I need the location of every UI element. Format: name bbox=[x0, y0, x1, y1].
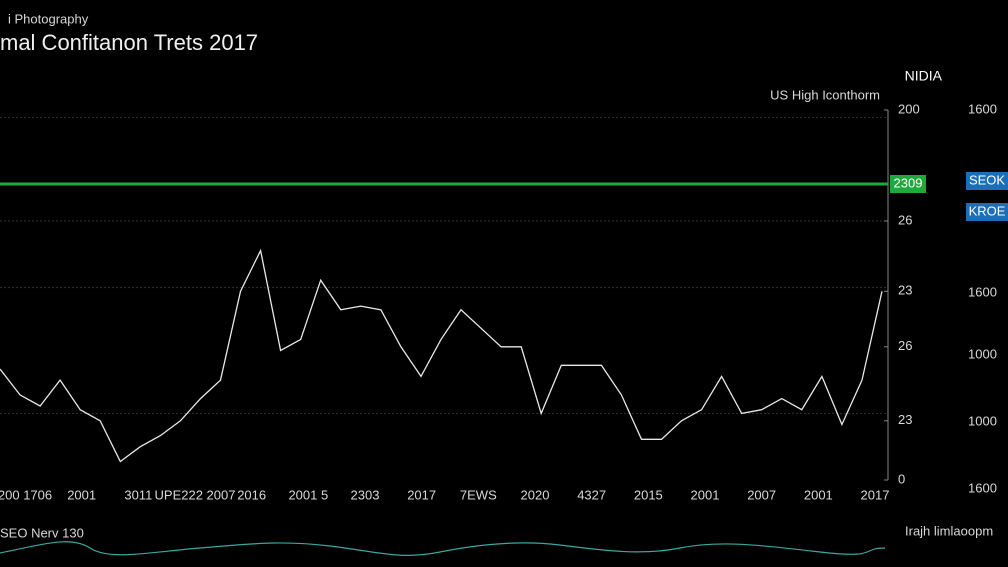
x-tick-label: 2007 bbox=[747, 487, 776, 502]
badge-label: SEOK bbox=[969, 172, 1005, 187]
y-tick-label: 200 bbox=[898, 101, 920, 116]
x-tick-label: 2020 bbox=[521, 487, 550, 502]
reference-badge bbox=[890, 175, 926, 193]
right-label: 1000 bbox=[968, 346, 997, 361]
x-tick-label: 2017 bbox=[861, 487, 890, 502]
legend-label: US High Iconthorm bbox=[770, 87, 880, 102]
y-tick-label: 26 bbox=[898, 338, 912, 353]
data-line bbox=[0, 248, 883, 463]
x-tick-label: 2303 bbox=[351, 487, 380, 502]
badge-label: KROE bbox=[969, 203, 1006, 218]
x-tick-label: 2001 5 bbox=[288, 487, 328, 502]
x-tick-label: 7EWS bbox=[460, 487, 497, 502]
corner-label: NIDIA bbox=[905, 68, 943, 84]
x-tick-label: 2015 bbox=[634, 487, 663, 502]
x-tick-label: UPE222 2007 bbox=[155, 487, 236, 502]
y-tick-label: 26 bbox=[898, 212, 912, 227]
badge bbox=[966, 172, 1008, 190]
x-tick-label: 2001 bbox=[67, 487, 96, 502]
y-tick-label: 23 bbox=[898, 283, 912, 298]
right-label: 1600 bbox=[968, 101, 997, 116]
x-tick-label: 2016 bbox=[237, 487, 266, 502]
reference-label: 2309 bbox=[894, 175, 923, 190]
right-label: 1000 bbox=[968, 413, 997, 428]
y-tick-label: 23 bbox=[898, 412, 912, 427]
x-tick-label: 2001 bbox=[804, 487, 833, 502]
brand: i Photography bbox=[8, 11, 89, 26]
x-tick-label: 3011 bbox=[124, 487, 152, 502]
y-tick-label: 0 bbox=[898, 471, 905, 486]
chart-title: mal Confitanon Trets 2017 bbox=[0, 30, 258, 55]
footer-right: Irajh limlaoopm bbox=[905, 523, 993, 538]
x-tick-label: 2017 bbox=[407, 487, 436, 502]
x-tick-label: 2001 bbox=[691, 487, 720, 502]
x-tick-label: 200 1706 bbox=[0, 487, 52, 502]
footer-left: SEO Nerv 130 bbox=[0, 525, 84, 540]
mini-chart bbox=[0, 541, 886, 556]
right-label: 1600 bbox=[968, 284, 997, 299]
right-label: 1600 bbox=[968, 480, 997, 495]
x-tick-label: 4327 bbox=[577, 487, 606, 502]
badge bbox=[966, 203, 1008, 221]
